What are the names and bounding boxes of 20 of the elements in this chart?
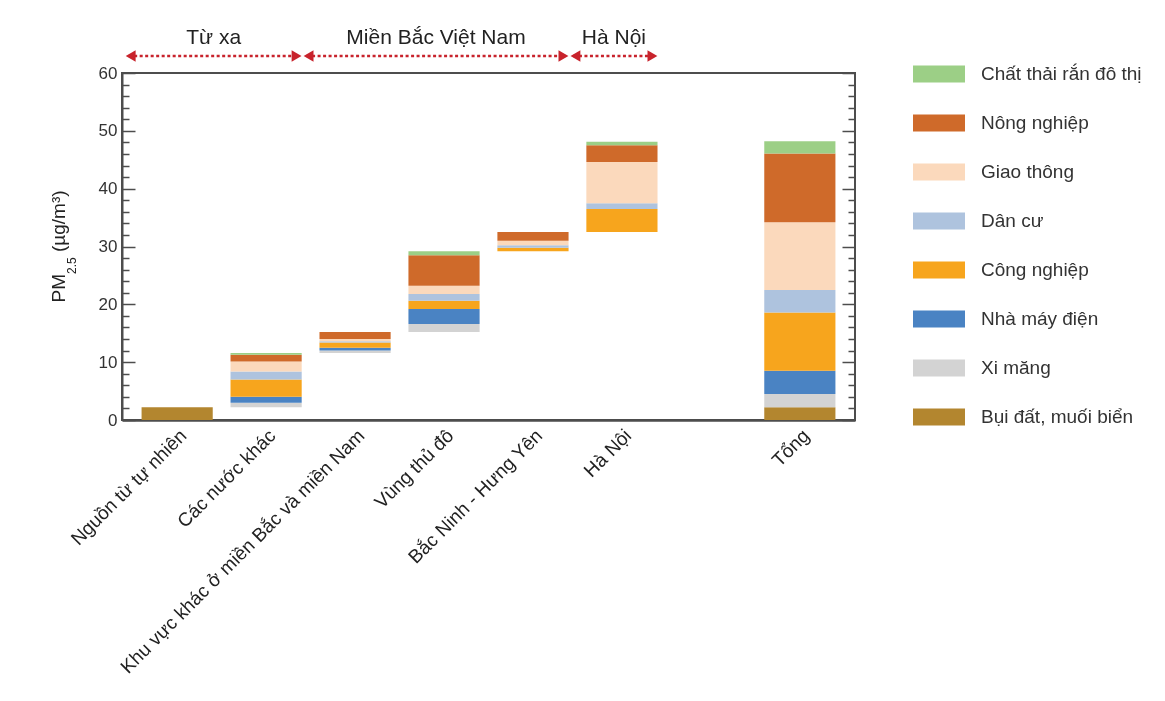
legend-label: Dân cư [981,210,1044,231]
legend-label: Bụi đất, muối biển [981,406,1134,427]
y-tick-label: 40 [98,179,118,199]
legend-label: Xi măng [981,357,1051,378]
legend-label: Công nghiệp [981,259,1089,280]
legend-label: Chất thải rắn đô thị [981,63,1142,84]
legend-label: Nhà máy điện [981,308,1099,329]
text: Miền Bắc Việt Nam [346,25,526,48]
legend-label: Nông nghiệp [981,112,1089,133]
y-tick-label: 30 [98,237,118,256]
y-tick-label: 0 [108,410,118,430]
y-tick-label: 10 [98,352,118,372]
text: Từ xa [186,25,242,48]
text: Hà Nội [581,25,647,48]
y-tick-label: 60 [98,63,118,83]
y-tick-label: 20 [98,294,118,314]
y-axis-title: PM2.5 (µg/m³) [48,190,79,303]
legend-label: Giao thông [981,161,1074,182]
y-tick-label: 50 [98,121,118,141]
x-tick-label: Hà Nội [579,425,636,481]
